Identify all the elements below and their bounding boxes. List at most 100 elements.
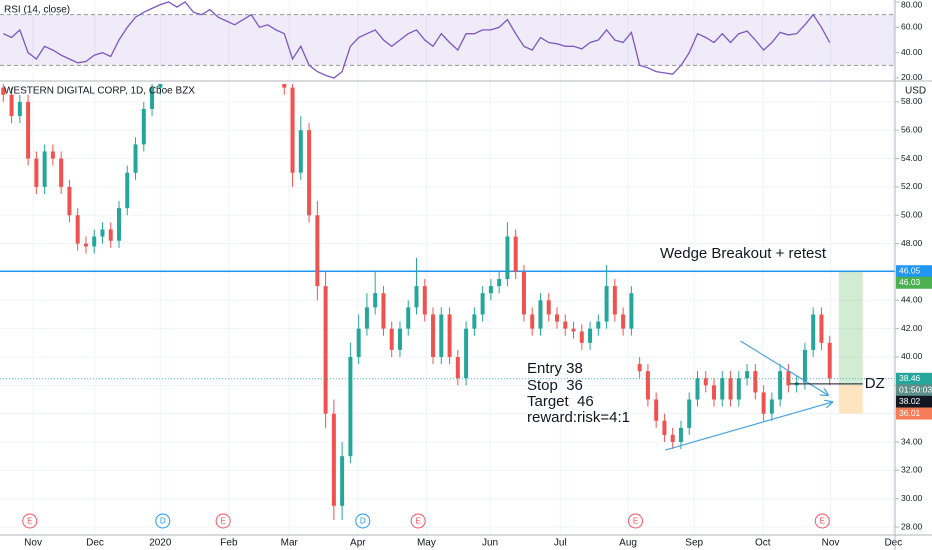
x-tick-label: Aug bbox=[619, 538, 637, 549]
candle-body bbox=[50, 151, 55, 159]
candle-body bbox=[340, 456, 345, 506]
candle-body bbox=[67, 186, 72, 216]
y-tick-label: 30.00 bbox=[901, 493, 923, 503]
candle-body bbox=[563, 321, 568, 329]
y-tick-label: 48.00 bbox=[901, 238, 923, 248]
candle-body bbox=[678, 427, 683, 443]
annotation: Stop 36 bbox=[527, 377, 583, 394]
candle-body bbox=[307, 130, 312, 216]
candle-body bbox=[621, 314, 626, 329]
y-tick-label: 28.00 bbox=[901, 521, 923, 531]
candle-body bbox=[406, 307, 411, 329]
candle-body bbox=[397, 328, 402, 350]
candle-body bbox=[83, 243, 88, 247]
candle-body bbox=[1, 87, 6, 95]
x-tick-label: 2020 bbox=[149, 538, 172, 549]
candle-body bbox=[472, 314, 477, 329]
x-tick-label: Jun bbox=[482, 538, 498, 549]
event-marker bbox=[355, 513, 371, 529]
event-label: D bbox=[360, 517, 366, 526]
candle-body bbox=[59, 158, 64, 187]
y-tick-label: 56.00 bbox=[901, 124, 923, 134]
candle-body bbox=[521, 271, 526, 315]
candle-body bbox=[720, 378, 725, 400]
candle-body bbox=[34, 158, 39, 187]
candle-body bbox=[728, 378, 733, 400]
x-tick-label: Dec bbox=[86, 538, 104, 549]
event-label: E bbox=[820, 517, 825, 526]
candle-body bbox=[588, 328, 593, 343]
candle-body bbox=[373, 293, 378, 308]
candle-body bbox=[802, 349, 807, 383]
x-tick-label: Feb bbox=[220, 538, 238, 549]
candle-body bbox=[488, 286, 493, 294]
candle-body bbox=[530, 314, 535, 329]
event-label: E bbox=[27, 517, 32, 526]
candle-body bbox=[703, 378, 708, 386]
candle-body bbox=[654, 399, 659, 421]
x-tick-label: Sep bbox=[685, 538, 703, 549]
candle-body bbox=[323, 286, 328, 414]
x-tick-label: Mar bbox=[281, 538, 299, 549]
candle-body bbox=[158, 84, 163, 88]
candle-body bbox=[612, 286, 617, 315]
price-label: 38.46 bbox=[899, 373, 921, 383]
candle-body bbox=[141, 108, 146, 145]
price-label: 38.02 bbox=[899, 396, 921, 406]
candle-body bbox=[9, 94, 14, 117]
rsi-tick-label: 60.00 bbox=[901, 22, 923, 32]
y-tick-label: 44.00 bbox=[901, 295, 923, 305]
rsi-tick-label: 40.00 bbox=[901, 47, 923, 57]
y-tick-label: 34.00 bbox=[901, 436, 923, 446]
candle-body bbox=[571, 328, 576, 332]
candle-body bbox=[75, 215, 80, 244]
candle-body bbox=[26, 101, 31, 159]
candle-body bbox=[290, 87, 295, 173]
symbol-title: WESTERN DIGITAL CORP, 1D, Cboe BZX bbox=[4, 86, 195, 97]
annotation: reward:risk=4:1 bbox=[527, 409, 630, 426]
target-zone bbox=[838, 271, 863, 386]
candle-body bbox=[414, 286, 419, 308]
candle-body bbox=[554, 314, 559, 322]
wedge-line bbox=[740, 340, 828, 395]
candle-body bbox=[282, 84, 287, 88]
candle-body bbox=[695, 378, 700, 400]
event-label: D bbox=[160, 517, 166, 526]
rsi-line bbox=[3, 1, 831, 79]
x-tick-label: Dec bbox=[884, 538, 902, 549]
price-label-bg bbox=[896, 265, 932, 278]
price-label: 01:50:03 bbox=[899, 385, 932, 395]
y-tick-label: 54.00 bbox=[901, 153, 923, 163]
candle-body bbox=[546, 300, 551, 315]
price-label-bg bbox=[896, 276, 932, 289]
candle-body bbox=[505, 236, 510, 280]
candle-body bbox=[497, 279, 502, 287]
candle-body bbox=[778, 371, 783, 400]
candle-body bbox=[42, 151, 47, 187]
candle-body bbox=[819, 314, 824, 343]
candle-body bbox=[736, 378, 741, 400]
candle-body bbox=[92, 236, 97, 247]
rsi-label: RSI (14, close) bbox=[4, 5, 70, 16]
candle-body bbox=[538, 300, 543, 329]
y-tick-label: 50.00 bbox=[901, 209, 923, 219]
candle-body bbox=[637, 364, 642, 372]
candle-body bbox=[712, 385, 717, 400]
event-marker bbox=[410, 513, 426, 529]
candle-body bbox=[629, 293, 634, 329]
candle-body bbox=[389, 328, 394, 350]
candle-body bbox=[513, 236, 518, 272]
price-label: 36.01 bbox=[899, 408, 921, 418]
annotation: Target 46 bbox=[527, 393, 594, 410]
candle-body bbox=[464, 328, 469, 379]
price-label-bg bbox=[896, 384, 932, 397]
candle-body bbox=[753, 371, 758, 393]
candle-body bbox=[579, 331, 584, 343]
price-label: 46.03 bbox=[899, 277, 921, 287]
event-label: E bbox=[415, 517, 420, 526]
candle-body bbox=[604, 286, 609, 322]
x-tick-label: Oct bbox=[755, 538, 771, 549]
candle-body bbox=[298, 130, 303, 173]
